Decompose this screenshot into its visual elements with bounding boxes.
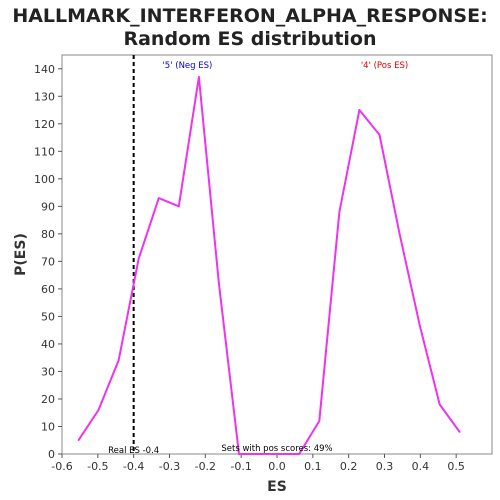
- data-point: [77, 439, 80, 442]
- y-tick-label: 130: [34, 90, 55, 103]
- plot-frame: [61, 54, 493, 455]
- y-tick-label: 140: [34, 63, 55, 76]
- y-tick-label: 0: [48, 448, 55, 461]
- annotations-layer: '5' (Neg ES) '4' (Pos ES) Sets with pos …: [108, 61, 408, 456]
- x-tick-label: -0.6: [51, 460, 72, 473]
- data-point: [318, 420, 321, 422]
- pos-scores-annotation: Sets with pos scores: 49%: [221, 444, 332, 454]
- real-es-label: Real ES -0.4: [108, 446, 159, 456]
- y-tick-label: 120: [34, 118, 55, 131]
- ticks: -0.6 -0.5 -0.4 -0.3 -0.2 -0.1 0.0 0.1 0.2 0.3 0.4 0…: [34, 63, 465, 473]
- y-tick-label: 70: [41, 255, 55, 268]
- data-point: [218, 282, 220, 285]
- data-point: [298, 453, 301, 455]
- y-tick-label: 110: [34, 145, 55, 158]
- data-point: [157, 197, 160, 199]
- y-tick-label: 60: [41, 283, 55, 296]
- pos-es-annotation: '4' (Pos ES): [361, 61, 408, 71]
- x-tick-label: -0.5: [87, 460, 108, 473]
- data-point: [178, 205, 180, 208]
- chart-title-line-2: Random ES distribution: [123, 28, 377, 50]
- data-point: [358, 109, 361, 111]
- y-axis-title: P(ES): [13, 233, 29, 276]
- x-tick-label: 0.4: [412, 460, 430, 473]
- y-tick-label: 80: [41, 228, 55, 241]
- x-tick-label: -0.2: [195, 460, 216, 473]
- neg-es-annotation: '5' (Neg ES): [162, 61, 212, 71]
- axes: [61, 54, 493, 455]
- data-point: [278, 453, 280, 455]
- es-distribution-line: [77, 76, 461, 455]
- data-point: [438, 403, 441, 406]
- x-axis-title: ES: [267, 479, 287, 495]
- data-point: [198, 76, 200, 78]
- y-tick-label: 20: [41, 393, 55, 406]
- data-point: [418, 323, 421, 326]
- x-tick-label: 0.0: [268, 460, 286, 473]
- x-tick-label: -0.1: [230, 460, 251, 473]
- x-tick-label: -0.4: [123, 460, 144, 473]
- x-tick-label: 0.2: [340, 460, 358, 473]
- data-point: [398, 233, 401, 235]
- data-point: [338, 211, 341, 213]
- y-tick-label: 30: [41, 365, 55, 378]
- y-tick-label: 40: [41, 338, 55, 351]
- data-point: [238, 453, 240, 455]
- data-point: [137, 257, 140, 260]
- y-tick-label: 90: [41, 200, 55, 213]
- x-tick-label: 0.3: [376, 460, 394, 473]
- chart-title-line-1: HALLMARK_INTERFERON_ALPHA_RESPONSE:: [12, 5, 488, 27]
- data-point: [258, 453, 260, 455]
- x-tick-label: 0.1: [304, 460, 322, 473]
- y-tick-label: 50: [41, 310, 55, 323]
- series-layer: [77, 55, 461, 455]
- y-tick-label: 10: [41, 420, 55, 433]
- x-tick-label: 0.5: [447, 460, 465, 473]
- data-point: [378, 134, 381, 136]
- data-point: [458, 431, 461, 433]
- y-tick-label: 100: [34, 173, 55, 186]
- data-point: [117, 359, 120, 362]
- x-tick-label: -0.3: [159, 460, 180, 473]
- data-point: [97, 409, 100, 411]
